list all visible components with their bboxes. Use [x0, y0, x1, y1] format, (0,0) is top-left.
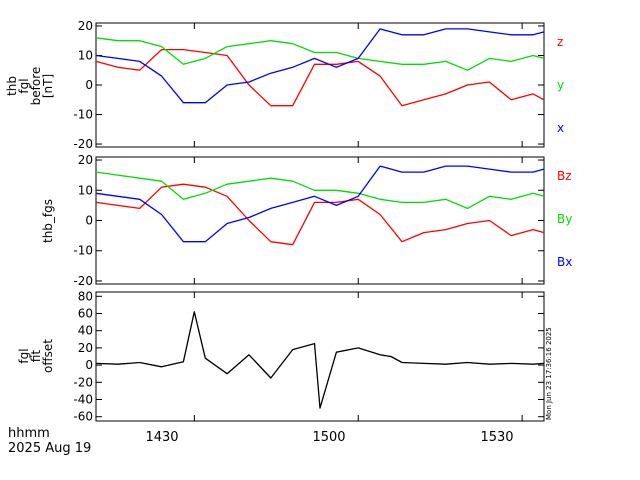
- timestamp: Mon Jun 23 17:36:16 2025: [545, 327, 553, 420]
- x-axis-label-date: 2025 Aug 19: [8, 441, 91, 456]
- y-tick-label: -20: [73, 137, 93, 151]
- y-tick-label: -10: [73, 244, 93, 258]
- x-axis-label-hhmm: hhmm: [8, 426, 50, 441]
- panel-fgl-before: -20 -10 0 10 20 thb fgl before [nT] z y x: [5, 19, 564, 151]
- legend-bx: Bx: [557, 255, 572, 269]
- y-tick-label: -20: [73, 274, 93, 288]
- series-line-offset: [95, 311, 545, 409]
- y-tick-label: 20: [78, 153, 93, 167]
- y-tick-label: 60: [78, 307, 93, 321]
- y-tick-label: 20: [78, 19, 93, 33]
- y-tick-label: -10: [73, 108, 93, 122]
- panel-3-series: [95, 311, 545, 409]
- x-tick-1530: 1530: [480, 430, 513, 445]
- panel-3-yticks: -60 -40 -20 0 20 40 60 80: [73, 289, 544, 424]
- panel-3-ylabel: fgl fit offset: [17, 339, 55, 373]
- y-tick-label: 80: [78, 289, 93, 303]
- panel-1-ylabel: thb fgl before [nT]: [5, 67, 55, 106]
- y-tick-label: -20: [73, 375, 93, 389]
- y-tick-label: -40: [73, 393, 93, 407]
- series-line-z: [95, 48, 545, 107]
- panel-1-ylabel-line-1: thb: [5, 76, 19, 96]
- series-line-by: [95, 171, 545, 210]
- panel-1-ylabel-line-3: before: [29, 67, 43, 106]
- y-tick-label: 0: [85, 358, 93, 372]
- panel-3-ylabel-line-3: offset: [41, 339, 55, 373]
- panel-1-yticks: -20 -10 0 10 20: [73, 19, 544, 151]
- panel-3-frame: [95, 291, 545, 422]
- panel-2-yticks: -20 -10 0 10 20: [73, 153, 544, 288]
- series-line-bz: [95, 183, 545, 246]
- legend-y: y: [557, 78, 564, 92]
- y-tick-label: 20: [78, 341, 93, 355]
- series-line-y: [95, 37, 545, 71]
- panel-1-ylabel-line-2: fgl: [17, 78, 31, 93]
- legend-x: x: [557, 121, 564, 135]
- x-tick-1500: 1500: [312, 430, 345, 445]
- panel-2-ylabel: thb_fgs: [41, 199, 55, 243]
- panel-3-ylabel-line-1: fgl: [17, 348, 31, 363]
- y-tick-label: 10: [78, 48, 93, 62]
- series-line-x: [95, 28, 545, 104]
- panel-fgs: -20 -10 0 10 20 thb_fgs Bz By Bx: [41, 153, 572, 288]
- panel-1-ylabel-line-4: [nT]: [41, 74, 55, 98]
- panel-2-frame: [95, 156, 545, 285]
- legend-bz: Bz: [557, 169, 572, 183]
- panel-2-series: [95, 165, 545, 246]
- x-axis: 1430 1500 1530 hhmm 2025 Aug 19: [8, 426, 514, 456]
- legend-z: z: [557, 35, 563, 49]
- panel-1-frame: [95, 22, 545, 148]
- panel-3-ylabel-line-2: fit: [29, 350, 43, 363]
- y-tick-label: 10: [78, 183, 93, 197]
- series-line-bx: [95, 165, 545, 243]
- y-tick-label: 40: [78, 324, 93, 338]
- panel-fit-offset: -60 -40 -20 0 20 40 60 80 fgl fit offset Mon Ju…: [17, 289, 553, 423]
- panel-1-series: [95, 28, 545, 107]
- x-tick-1430: 1430: [145, 430, 178, 445]
- y-tick-label: 0: [85, 78, 93, 92]
- legend-by: By: [557, 212, 572, 226]
- y-tick-label: -60: [73, 410, 93, 424]
- y-tick-label: 0: [85, 214, 93, 228]
